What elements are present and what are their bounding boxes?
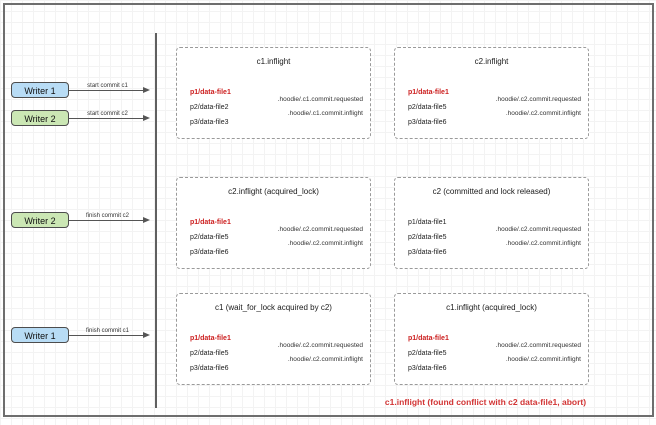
file-entry: p3/data-file6 — [190, 249, 229, 256]
file-entry: p2/data-file5 — [408, 104, 447, 111]
file-entry: p1/data-file1 — [408, 89, 449, 96]
arrowhead-icon — [143, 114, 150, 121]
timeline-file: .hoodie/.c2.commit.requested — [495, 226, 581, 233]
file-list: p1/data-file1 p2/data-file2 p3/data-file… — [190, 85, 231, 130]
file-entry: p3/data-file6 — [408, 365, 447, 372]
arrow-label: start commit c2 — [87, 111, 128, 117]
file-list: p1/data-file1 p2/data-file5 p3/data-file… — [408, 331, 449, 376]
arrow-shaft — [69, 335, 144, 336]
arrow-label: start commit c1 — [87, 83, 128, 89]
arrow-label: finish commit c1 — [85, 328, 129, 334]
state-title: c2.inflight — [474, 57, 509, 66]
arrowhead-icon — [143, 216, 150, 223]
timeline-divider — [155, 33, 157, 408]
arrowhead-icon — [143, 331, 150, 338]
file-list: p1/data-file1 p2/data-file5 p3/data-file… — [190, 215, 231, 260]
file-list: p1/data-file1 p2/data-file5 p3/data-file… — [408, 215, 447, 260]
start-commit-c2-arrow: start commit c2 — [69, 108, 150, 128]
timeline-file-list: .hoodie/.c1.commit.requested .hoodie/.c1… — [278, 93, 363, 121]
file-entry: p1/data-file1 — [190, 89, 231, 96]
timeline-file: .hoodie/.c2.commit.requested — [277, 342, 363, 349]
timeline-file: .hoodie/.c2.commit.requested — [277, 226, 363, 233]
file-entry: p1/data-file1 — [190, 335, 231, 342]
timeline-file: .hoodie/.c2.commit.inflight — [287, 356, 363, 363]
file-entry: p2/data-file5 — [190, 234, 229, 241]
timeline-file: .hoodie/.c1.commit.requested — [277, 96, 363, 103]
state-box-c2-acquired-lock: c2.inflight (acquired_lock) p1/data-file… — [176, 177, 371, 269]
state-box-c2-inflight: c2.inflight p1/data-file1 p2/data-file5 … — [394, 47, 589, 139]
timeline-file: .hoodie/.c2.commit.requested — [495, 96, 581, 103]
arrowhead-icon — [143, 86, 150, 93]
state-box-c1-acquired-lock: c1.inflight (acquired_lock) p1/data-file… — [394, 293, 589, 385]
timeline-file: .hoodie/.c1.commit.inflight — [287, 110, 363, 117]
timeline-file: .hoodie/.c2.commit.requested — [495, 342, 581, 349]
state-box-c1-wait-for-lock: c1 (wait_for_lock acquired by c2) p1/dat… — [176, 293, 371, 385]
file-entry: p2/data-file5 — [408, 234, 447, 241]
timeline-file-list: .hoodie/.c2.commit.requested .hoodie/.c2… — [496, 93, 581, 121]
state-title: c2 (committed and lock released) — [432, 187, 551, 196]
file-list: p1/data-file1 p2/data-file5 p3/data-file… — [408, 85, 449, 130]
state-title: c1.inflight (acquired_lock) — [446, 303, 537, 312]
arrow-shaft — [69, 220, 144, 221]
state-box-c2-committed: c2 (committed and lock released) p1/data… — [394, 177, 589, 269]
state-title: c1.inflight — [256, 57, 291, 66]
writer1-finish-box: Writer 1 — [11, 327, 69, 343]
file-entry: p3/data-file3 — [190, 119, 229, 126]
timeline-file: .hoodie/.c2.commit.inflight — [505, 240, 581, 247]
timeline-file-list: .hoodie/.c2.commit.requested .hoodie/.c2… — [278, 339, 363, 367]
writer2-finish-box: Writer 2 — [11, 212, 69, 228]
file-entry: p3/data-file6 — [190, 365, 229, 372]
file-entry: p1/data-file1 — [408, 219, 447, 226]
timeline-file-list: .hoodie/.c2.commit.requested .hoodie/.c2… — [496, 339, 581, 367]
arrow-shaft — [69, 90, 144, 91]
file-entry: p1/data-file1 — [408, 335, 449, 342]
timeline-file-list: .hoodie/.c2.commit.requested .hoodie/.c2… — [278, 223, 363, 251]
timeline-file: .hoodie/.c2.commit.inflight — [505, 110, 581, 117]
writer1-start-box: Writer 1 — [11, 82, 69, 98]
file-entry: p2/data-file5 — [190, 350, 229, 357]
conflict-annotation: c1.inflight (found conflict with c2 data… — [384, 397, 587, 407]
writer2-start-box: Writer 2 — [11, 110, 69, 126]
state-box-c1-inflight: c1.inflight p1/data-file1 p2/data-file2 … — [176, 47, 371, 139]
file-entry: p1/data-file1 — [190, 219, 231, 226]
start-commit-c1-arrow: start commit c1 — [69, 80, 150, 100]
timeline-file-list: .hoodie/.c2.commit.requested .hoodie/.c2… — [496, 223, 581, 251]
state-title: c1 (wait_for_lock acquired by c2) — [215, 303, 332, 312]
timeline-file: .hoodie/.c2.commit.inflight — [287, 240, 363, 247]
finish-commit-c2-arrow: finish commit c2 — [69, 210, 150, 230]
finish-commit-c1-arrow: finish commit c1 — [69, 325, 150, 345]
timeline-file: .hoodie/.c2.commit.inflight — [505, 356, 581, 363]
file-list: p1/data-file1 p2/data-file5 p3/data-file… — [190, 331, 231, 376]
file-entry: p3/data-file6 — [408, 119, 447, 126]
arrow-shaft — [69, 118, 144, 119]
file-entry: p2/data-file2 — [190, 104, 229, 111]
file-entry: p3/data-file6 — [408, 249, 447, 256]
state-title: c2.inflight (acquired_lock) — [228, 187, 319, 196]
arrow-label: finish commit c2 — [85, 213, 129, 219]
file-entry: p2/data-file5 — [408, 350, 447, 357]
